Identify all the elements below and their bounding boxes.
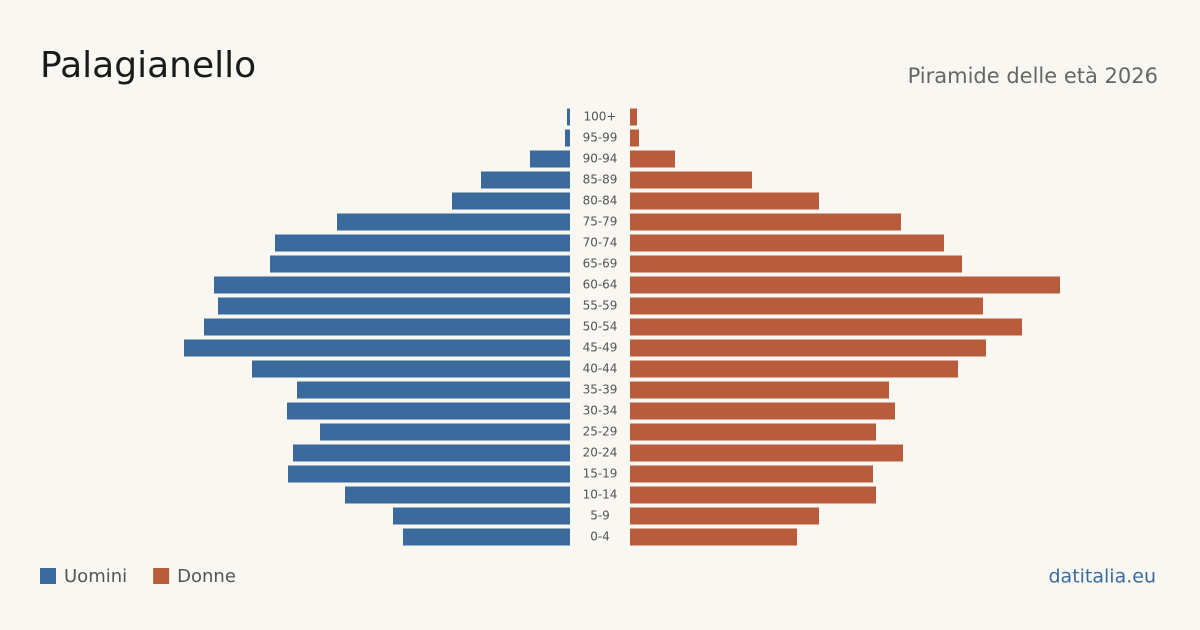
bar	[630, 297, 983, 315]
bar	[630, 171, 752, 189]
age-label: 0-4	[590, 530, 610, 544]
bar	[567, 108, 570, 126]
bar	[293, 444, 570, 462]
age-label: 15-19	[583, 467, 618, 481]
age-label: 70-74	[583, 236, 618, 250]
bar	[630, 318, 1022, 336]
bar	[630, 528, 797, 546]
bar	[345, 486, 570, 504]
age-label: 65-69	[583, 257, 618, 271]
legend-swatch	[153, 568, 170, 584]
age-label: 85-89	[583, 173, 618, 187]
bar	[393, 507, 570, 525]
bar	[252, 360, 570, 378]
bar	[630, 234, 944, 252]
bar	[275, 234, 570, 252]
bar	[630, 255, 962, 273]
source: datitalia.eu	[1049, 566, 1157, 588]
bar	[270, 255, 570, 273]
legend-label: Donne	[177, 566, 236, 587]
age-label: 35-39	[583, 383, 618, 397]
bar	[452, 192, 570, 210]
bar	[630, 276, 1060, 294]
age-label: 20-24	[583, 446, 618, 460]
bar	[530, 150, 570, 168]
bar	[630, 129, 639, 147]
age-label: 40-44	[583, 362, 618, 376]
age-label: 80-84	[583, 194, 618, 208]
age-label: 50-54	[583, 320, 618, 334]
bar	[630, 402, 895, 420]
bar	[630, 444, 903, 462]
bar	[630, 423, 876, 441]
bar	[630, 192, 819, 210]
age-label: 95-99	[583, 131, 618, 145]
bar	[630, 150, 675, 168]
age-label: 60-64	[583, 278, 618, 292]
age-label: 75-79	[583, 215, 618, 229]
bar	[630, 213, 901, 231]
bar	[630, 507, 819, 525]
legend-label: Uomini	[64, 566, 127, 587]
bar	[297, 381, 570, 399]
bar	[630, 486, 876, 504]
chart-subtitle: Piramide delle età 2026	[908, 64, 1158, 88]
bar	[337, 213, 570, 231]
age-label: 25-29	[583, 425, 618, 439]
bar	[288, 465, 570, 483]
bar	[184, 339, 570, 357]
bar	[218, 297, 570, 315]
chart-title: Palagianello	[40, 45, 256, 86]
bar	[214, 276, 570, 294]
age-label: 100+	[584, 110, 617, 124]
age-label: 5-9	[590, 509, 610, 523]
bar	[630, 360, 958, 378]
bar	[403, 528, 570, 546]
bar	[630, 108, 637, 126]
bar	[481, 171, 570, 189]
bar	[630, 381, 889, 399]
bar	[320, 423, 570, 441]
bar	[565, 129, 570, 147]
legend-swatch	[40, 568, 56, 584]
bar	[287, 402, 570, 420]
age-label: 30-34	[583, 404, 618, 418]
age-label: 45-49	[583, 341, 618, 355]
bar	[630, 465, 873, 483]
age-label: 10-14	[583, 488, 618, 502]
bar	[630, 339, 986, 357]
bar	[204, 318, 570, 336]
age-label: 90-94	[583, 152, 618, 166]
age-label: 55-59	[583, 299, 618, 313]
